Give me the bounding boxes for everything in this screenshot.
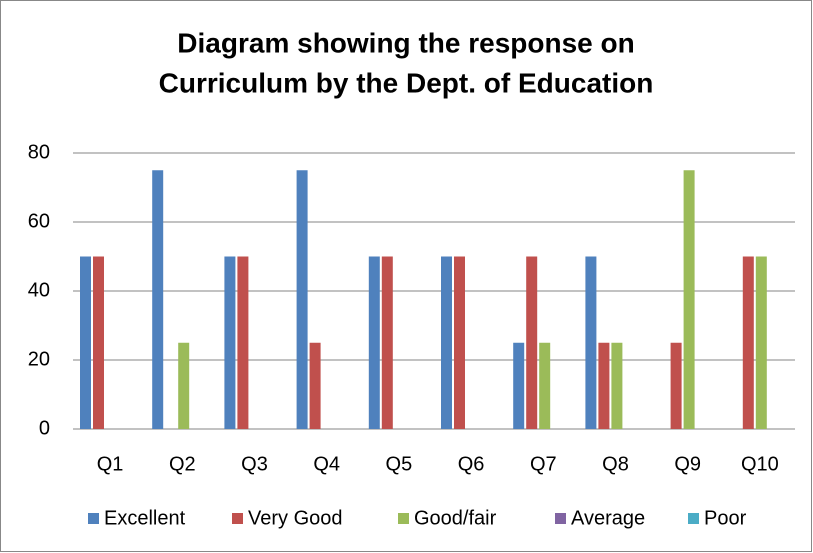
bar bbox=[683, 170, 695, 429]
bar bbox=[93, 256, 104, 429]
bar bbox=[670, 342, 682, 429]
x-tick-label: Q2 bbox=[169, 453, 196, 475]
legend-label: Very Good bbox=[248, 507, 343, 529]
bar bbox=[611, 342, 623, 429]
bar bbox=[742, 256, 754, 429]
bar bbox=[368, 256, 380, 429]
x-tick-label: Q1 bbox=[97, 453, 124, 475]
legend-swatch bbox=[688, 513, 699, 524]
bar bbox=[441, 256, 452, 429]
x-tick-label: Q6 bbox=[458, 453, 485, 475]
bar bbox=[296, 170, 308, 429]
x-tick-label: Q4 bbox=[313, 453, 340, 475]
y-tick-label: 60 bbox=[28, 210, 50, 232]
legend-label: Average bbox=[571, 507, 645, 529]
legend-swatch bbox=[555, 513, 566, 524]
bar bbox=[152, 170, 164, 429]
y-tick-label: 0 bbox=[39, 417, 50, 439]
x-tick-label: Q5 bbox=[386, 453, 413, 475]
y-tick-label: 20 bbox=[28, 348, 50, 370]
bar bbox=[309, 342, 321, 429]
legend-label: Good/fair bbox=[414, 507, 497, 529]
x-tick-label: Q9 bbox=[674, 453, 701, 475]
bar bbox=[224, 256, 236, 429]
legend-swatch bbox=[398, 513, 409, 524]
bar bbox=[598, 342, 610, 429]
bar bbox=[755, 256, 767, 429]
bar bbox=[585, 256, 597, 429]
y-tick-label: 40 bbox=[28, 279, 50, 301]
x-tick-label: Q3 bbox=[241, 453, 268, 475]
bar bbox=[539, 342, 551, 429]
legend-swatch bbox=[232, 513, 243, 524]
bar bbox=[80, 256, 91, 429]
bar bbox=[526, 256, 538, 429]
x-tick-label: Q10 bbox=[741, 453, 779, 475]
legend-label: Excellent bbox=[104, 507, 186, 529]
x-tick-label: Q8 bbox=[602, 453, 629, 475]
bar bbox=[178, 342, 190, 429]
bar bbox=[513, 342, 525, 429]
legend-swatch bbox=[88, 513, 99, 524]
bar bbox=[237, 256, 249, 429]
y-tick-label: 80 bbox=[28, 141, 50, 163]
legend-label: Poor bbox=[704, 507, 747, 529]
chart-title: Diagram showing the response on bbox=[177, 27, 634, 58]
bar bbox=[381, 256, 393, 429]
chart-title: Curriculum by the Dept. of Education bbox=[159, 67, 654, 98]
bar bbox=[454, 256, 465, 429]
x-tick-label: Q7 bbox=[530, 453, 557, 475]
